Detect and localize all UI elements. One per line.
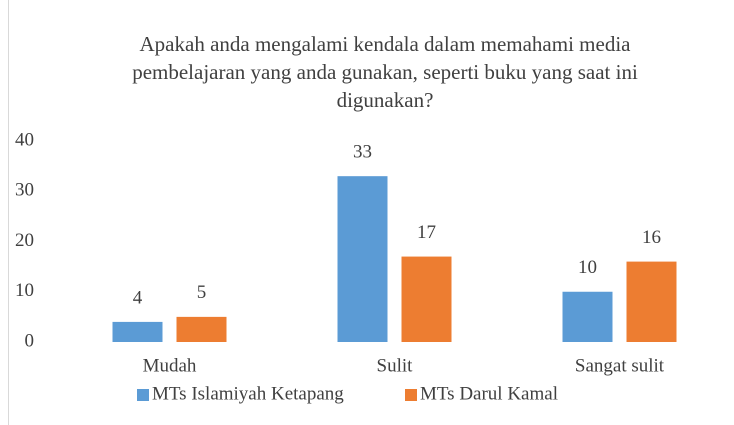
y-tick-label: 20 — [15, 230, 34, 251]
y-tick-label: 10 — [15, 280, 34, 301]
chart-title: Apakah anda mengalami kendala dalam mema… — [132, 32, 638, 112]
x-tick-label: Sangat sulit — [575, 355, 665, 376]
legend-swatch — [137, 389, 149, 401]
y-tick-label: 30 — [15, 180, 34, 201]
data-label: 10 — [578, 257, 597, 278]
legend-swatch — [405, 389, 417, 401]
y-tick-label: 40 — [15, 129, 34, 150]
bar — [401, 256, 452, 342]
y-tick-label: 0 — [25, 330, 35, 351]
legend-label: MTs Darul Kamal — [420, 383, 558, 404]
bar — [176, 316, 227, 342]
x-tick-label: Sulit — [377, 355, 414, 376]
chart-border — [8, 0, 9, 425]
data-label: 17 — [417, 222, 436, 243]
x-tick-label: Mudah — [143, 355, 197, 376]
bar — [112, 321, 163, 342]
bar — [562, 291, 613, 342]
data-label: 33 — [353, 142, 372, 163]
data-label: 5 — [197, 282, 207, 303]
bar — [337, 176, 388, 342]
data-label: 16 — [642, 227, 661, 248]
data-label: 4 — [133, 287, 143, 308]
bar — [626, 261, 677, 342]
legend-label: MTs Islamiyah Ketapang — [152, 383, 344, 404]
